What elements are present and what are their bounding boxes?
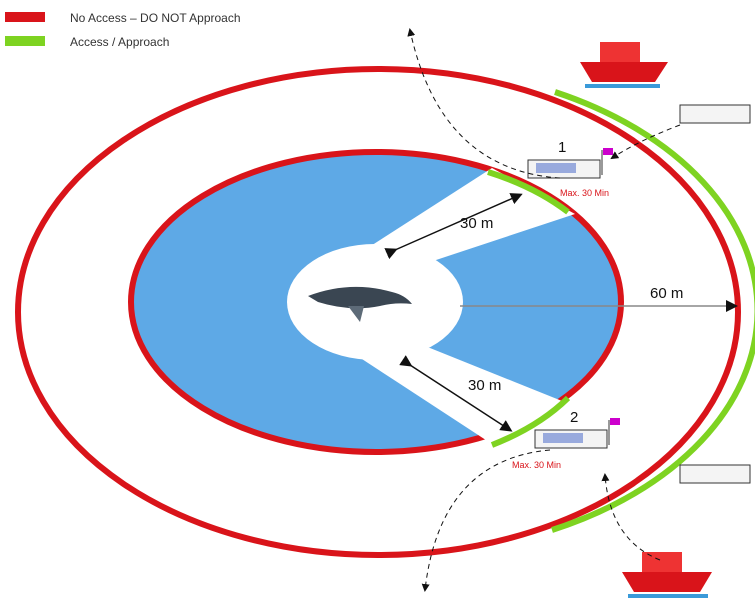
boat-number: 1 <box>558 139 566 156</box>
outer-ring <box>15 66 741 558</box>
legend-label: Access / Approach <box>70 35 169 49</box>
boat <box>679 464 751 484</box>
red-boat <box>580 42 668 88</box>
outer-access-arc <box>551 89 755 533</box>
boat: 2 Max. 30 Min <box>512 409 620 470</box>
boat-path <box>601 473 661 561</box>
legend-swatch <box>5 12 45 22</box>
boat-path <box>421 449 551 592</box>
red-boat <box>622 552 712 598</box>
boat: 1 Max. 30 Min <box>527 139 613 198</box>
distance-label: 60 m <box>650 285 683 302</box>
distance-label: 30 m <box>468 377 501 394</box>
time-limit: Max. 30 Min <box>512 460 561 470</box>
boat-path <box>407 28 561 179</box>
legend-swatch <box>5 36 45 46</box>
distance-arrow <box>384 193 523 260</box>
boat-number: 2 <box>570 409 578 426</box>
whale-fin <box>348 306 364 322</box>
legend-label: No Access – DO NOT Approach <box>70 11 241 25</box>
inner-access-arc <box>487 169 570 215</box>
whale <box>308 286 412 309</box>
distance-label: 30 m <box>460 215 493 232</box>
time-limit: Max. 30 Min <box>560 188 609 198</box>
boat-path <box>610 124 681 160</box>
inner-access-arc <box>490 395 571 448</box>
boat <box>679 104 751 124</box>
distance-arrow <box>399 355 513 432</box>
